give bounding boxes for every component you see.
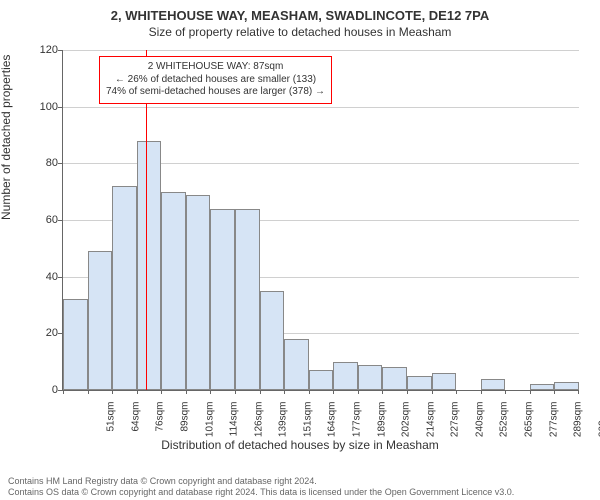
y-tick-mark [58, 163, 62, 164]
x-tick-label: 89sqm [180, 402, 191, 442]
x-tick-label: 114sqm [229, 402, 240, 442]
y-tick-label: 60 [22, 214, 58, 226]
y-tick-mark [58, 390, 62, 391]
x-tick-label: 64sqm [130, 402, 141, 442]
x-tick-label: 252sqm [499, 402, 510, 442]
x-axis-label: Distribution of detached houses by size … [0, 438, 600, 452]
x-tick-mark [333, 390, 334, 394]
y-tick-label: 40 [22, 271, 58, 283]
footer-attribution: Contains HM Land Registry data © Crown c… [0, 476, 600, 498]
x-tick-mark [235, 390, 236, 394]
x-tick-mark [88, 390, 89, 394]
x-tick-label: 277sqm [548, 402, 559, 442]
x-tick-mark [456, 390, 457, 394]
x-tick-mark [407, 390, 408, 394]
y-tick-mark [58, 277, 62, 278]
x-tick-label: 177sqm [352, 402, 363, 442]
x-tick-label: 139sqm [278, 402, 289, 442]
histogram-bar [284, 339, 309, 390]
histogram-bar [137, 141, 162, 390]
x-tick-label: 289sqm [573, 402, 584, 442]
y-tick-label: 80 [22, 157, 58, 169]
x-tick-label: 189sqm [376, 402, 387, 442]
x-tick-mark [260, 390, 261, 394]
histogram-bar [309, 370, 334, 390]
y-tick-label: 0 [22, 384, 58, 396]
x-tick-label: 126sqm [253, 402, 264, 442]
histogram-bar [112, 186, 137, 390]
x-tick-label: 164sqm [327, 402, 338, 442]
x-tick-mark [161, 390, 162, 394]
x-tick-mark [505, 390, 506, 394]
footer-line: Contains HM Land Registry data © Crown c… [8, 476, 592, 487]
footer-line: Contains OS data © Crown copyright and d… [8, 487, 592, 498]
annotation-line: ← 26% of detached houses are smaller (13… [106, 74, 325, 87]
histogram-bar [481, 379, 506, 390]
chart-plot-area: 2 WHITEHOUSE WAY: 87sqm← 26% of detached… [62, 50, 579, 391]
x-tick-mark [578, 390, 579, 394]
x-tick-label: 214sqm [425, 402, 436, 442]
histogram-bar [333, 362, 358, 390]
x-tick-mark [382, 390, 383, 394]
x-tick-mark [554, 390, 555, 394]
histogram-bar [235, 209, 260, 390]
annotation-line: 2 WHITEHOUSE WAY: 87sqm [106, 61, 325, 74]
y-axis-label: Number of detached properties [0, 55, 13, 220]
title-sub: Size of property relative to detached ho… [0, 23, 600, 43]
x-tick-label: 202sqm [401, 402, 412, 442]
histogram-bar [88, 251, 113, 390]
x-tick-mark [137, 390, 138, 394]
x-tick-mark [284, 390, 285, 394]
histogram-bar [358, 365, 383, 391]
x-tick-label: 240sqm [474, 402, 485, 442]
histogram-bar [554, 382, 579, 391]
y-tick-label: 100 [22, 101, 58, 113]
gridline [63, 107, 579, 108]
histogram-bar [530, 384, 555, 390]
x-tick-mark [112, 390, 113, 394]
y-tick-mark [58, 107, 62, 108]
histogram-bar [260, 291, 285, 390]
histogram-bar [186, 195, 211, 391]
x-tick-mark [210, 390, 211, 394]
x-tick-mark [530, 390, 531, 394]
y-tick-label: 120 [22, 44, 58, 56]
annotation-line: 74% of semi-detached houses are larger (… [106, 86, 325, 99]
x-tick-mark [432, 390, 433, 394]
y-tick-label: 20 [22, 327, 58, 339]
title-main: 2, WHITEHOUSE WAY, MEASHAM, SWADLINCOTE,… [0, 0, 600, 23]
x-tick-mark [481, 390, 482, 394]
histogram-bar [161, 192, 186, 390]
x-tick-label: 76sqm [155, 402, 166, 442]
annotation-box: 2 WHITEHOUSE WAY: 87sqm← 26% of detached… [99, 56, 332, 104]
histogram-bar [63, 299, 88, 390]
histogram-bar [210, 209, 235, 390]
x-tick-label: 101sqm [204, 402, 215, 442]
histogram-bar [407, 376, 432, 390]
y-tick-mark [58, 220, 62, 221]
x-tick-mark [63, 390, 64, 394]
x-tick-label: 51sqm [106, 402, 117, 442]
x-tick-label: 265sqm [524, 402, 535, 442]
y-tick-mark [58, 333, 62, 334]
x-tick-label: 227sqm [450, 402, 461, 442]
y-tick-mark [58, 50, 62, 51]
x-tick-mark [186, 390, 187, 394]
gridline [63, 50, 579, 51]
x-tick-mark [358, 390, 359, 394]
histogram-bar [432, 373, 457, 390]
x-tick-mark [309, 390, 310, 394]
histogram-bar [382, 367, 407, 390]
x-tick-label: 151sqm [302, 402, 313, 442]
